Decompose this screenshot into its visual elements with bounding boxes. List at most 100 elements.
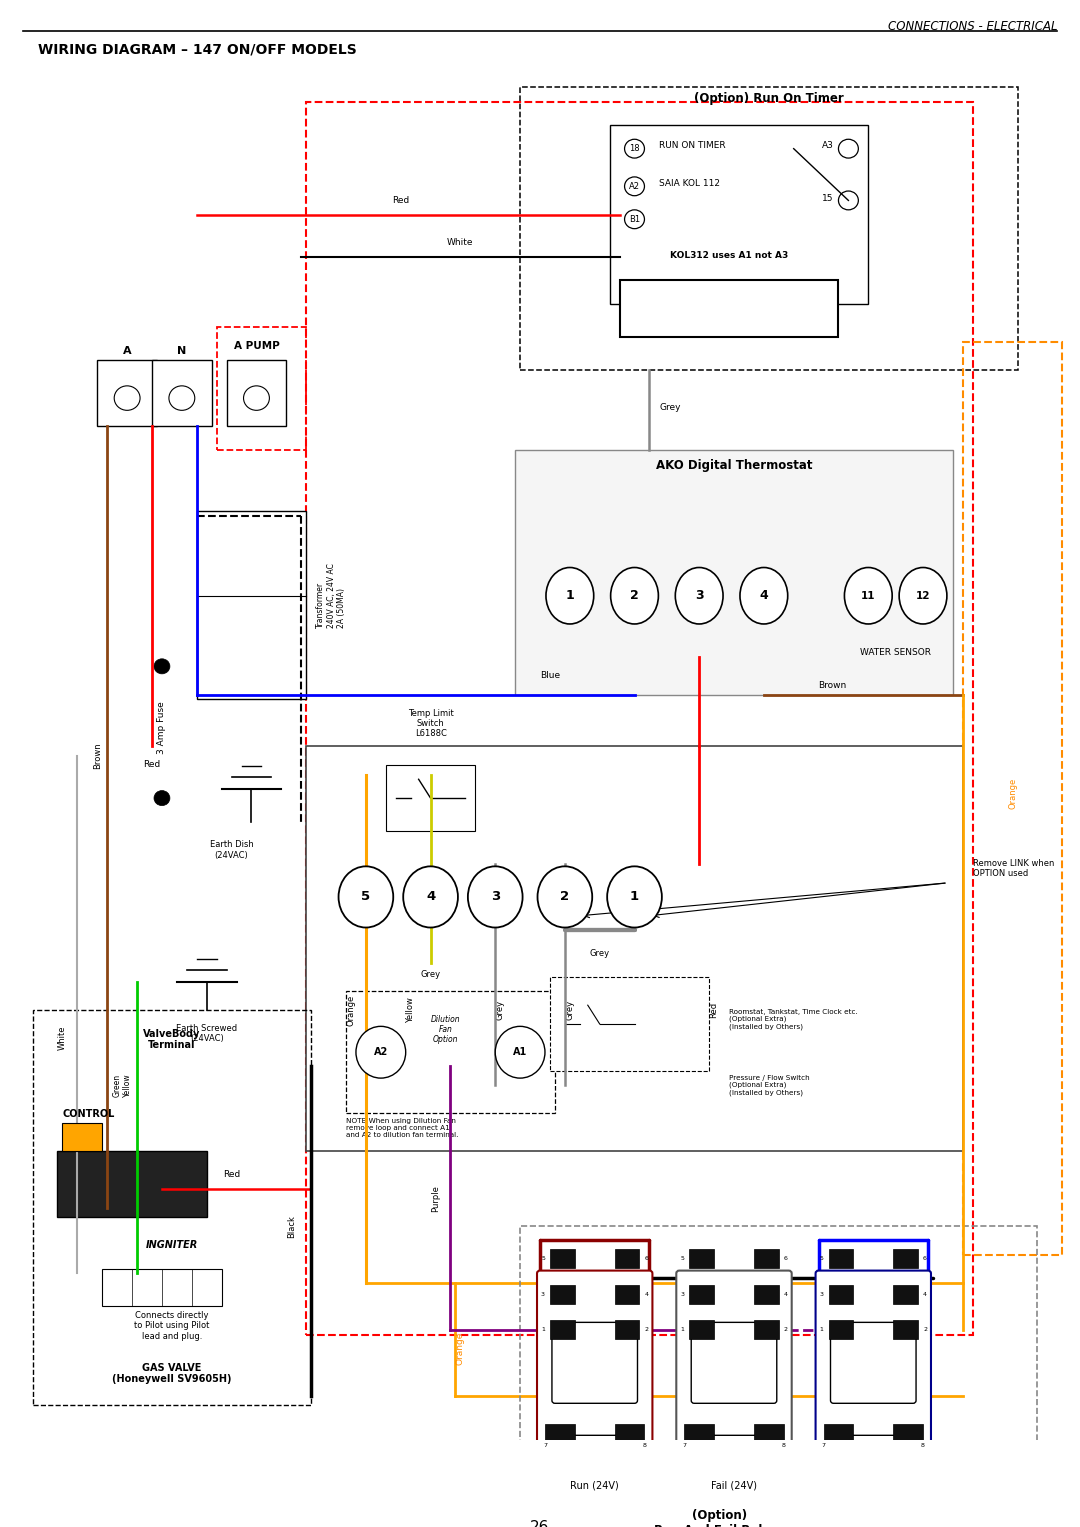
FancyBboxPatch shape xyxy=(63,1122,103,1151)
Text: Earth Screwed
(24VAC): Earth Screwed (24VAC) xyxy=(176,1025,238,1043)
Text: 15: 15 xyxy=(822,194,834,203)
Text: AKO Digital Thermostat: AKO Digital Thermostat xyxy=(656,460,812,472)
Text: Earth Dish
(24VAC): Earth Dish (24VAC) xyxy=(210,840,254,860)
Circle shape xyxy=(168,386,194,411)
Text: 7: 7 xyxy=(543,1443,546,1448)
FancyBboxPatch shape xyxy=(615,1249,639,1267)
Text: Purple: Purple xyxy=(431,1185,440,1211)
FancyBboxPatch shape xyxy=(893,1321,918,1339)
Text: Orange: Orange xyxy=(683,1377,716,1387)
Text: Orange: Orange xyxy=(456,1332,464,1365)
Text: 1: 1 xyxy=(680,1327,685,1333)
Ellipse shape xyxy=(675,568,723,625)
Text: CONTROL: CONTROL xyxy=(63,1109,114,1119)
FancyBboxPatch shape xyxy=(550,977,710,1070)
FancyBboxPatch shape xyxy=(689,1321,714,1339)
FancyBboxPatch shape xyxy=(689,1249,714,1267)
Ellipse shape xyxy=(403,866,458,927)
Text: 5: 5 xyxy=(680,1255,685,1261)
Circle shape xyxy=(114,386,140,411)
Circle shape xyxy=(154,658,170,673)
FancyBboxPatch shape xyxy=(545,1425,575,1448)
Ellipse shape xyxy=(900,568,947,625)
Text: 7: 7 xyxy=(822,1443,825,1448)
Text: Yellow: Yellow xyxy=(406,997,415,1023)
Text: 2: 2 xyxy=(561,890,569,904)
Text: KOL312 uses A1 not A3: KOL312 uses A1 not A3 xyxy=(670,250,788,260)
Circle shape xyxy=(838,191,859,209)
FancyBboxPatch shape xyxy=(550,1284,575,1304)
FancyBboxPatch shape xyxy=(685,1425,714,1448)
Circle shape xyxy=(624,177,645,195)
FancyBboxPatch shape xyxy=(609,125,868,304)
Text: 3 Amp Fuse: 3 Amp Fuse xyxy=(158,701,166,754)
Circle shape xyxy=(624,209,645,229)
Text: NOTE:When using Dilution Fan
remove loop and connect A1
and A2 to dilution fan t: NOTE:When using Dilution Fan remove loop… xyxy=(346,1118,458,1138)
Text: Grey: Grey xyxy=(565,1000,575,1020)
FancyBboxPatch shape xyxy=(754,1284,779,1304)
Text: 1: 1 xyxy=(566,589,575,602)
Text: Purple: Purple xyxy=(566,1312,594,1321)
Text: A PUMP: A PUMP xyxy=(233,342,280,351)
Text: Dilution
Fan
Option: Dilution Fan Option xyxy=(431,1014,460,1044)
FancyBboxPatch shape xyxy=(691,1435,777,1498)
FancyBboxPatch shape xyxy=(197,512,307,699)
Text: RUN ON TIMER: RUN ON TIMER xyxy=(660,142,726,150)
FancyBboxPatch shape xyxy=(307,747,962,1151)
Text: Black: Black xyxy=(287,1215,296,1238)
Text: 12: 12 xyxy=(916,591,930,600)
Text: Orange: Orange xyxy=(1008,777,1017,809)
Text: Green
Yellow: Green Yellow xyxy=(112,1073,132,1096)
FancyBboxPatch shape xyxy=(828,1321,853,1339)
FancyBboxPatch shape xyxy=(103,1269,221,1307)
Text: 6: 6 xyxy=(784,1255,787,1261)
Text: WIRING DIAGRAM – 147 ON/OFF MODELS: WIRING DIAGRAM – 147 ON/OFF MODELS xyxy=(38,43,356,56)
Text: 6: 6 xyxy=(645,1255,648,1261)
Text: 1: 1 xyxy=(541,1327,545,1333)
Ellipse shape xyxy=(607,866,662,927)
Text: A2: A2 xyxy=(629,182,640,191)
Text: 8: 8 xyxy=(921,1443,924,1448)
FancyBboxPatch shape xyxy=(620,281,838,337)
FancyBboxPatch shape xyxy=(615,1321,639,1339)
FancyBboxPatch shape xyxy=(754,1249,779,1267)
FancyBboxPatch shape xyxy=(227,360,286,426)
Text: Temp Limit
Switch
L6188C: Temp Limit Switch L6188C xyxy=(407,709,454,739)
Text: (Option)
Run And Fail Relays: (Option) Run And Fail Relays xyxy=(653,1509,784,1527)
Text: B1: B1 xyxy=(629,215,640,224)
Text: Brown: Brown xyxy=(93,742,102,770)
FancyBboxPatch shape xyxy=(831,1322,916,1403)
Text: ValveBody
Terminal: ValveBody Terminal xyxy=(144,1029,201,1051)
FancyBboxPatch shape xyxy=(57,1151,206,1217)
Text: 2: 2 xyxy=(630,589,639,602)
Text: 4: 4 xyxy=(784,1292,787,1296)
Text: Grey: Grey xyxy=(590,948,610,957)
FancyBboxPatch shape xyxy=(893,1425,923,1448)
Circle shape xyxy=(243,386,269,411)
Text: 8: 8 xyxy=(782,1443,785,1448)
Text: Remove LINK when
OPTION used: Remove LINK when OPTION used xyxy=(973,860,1054,878)
Text: Grey: Grey xyxy=(420,970,441,979)
Ellipse shape xyxy=(610,568,659,625)
Text: 3: 3 xyxy=(541,1292,545,1296)
Text: GAS VALVE
(Honeywell SV9605H): GAS VALVE (Honeywell SV9605H) xyxy=(112,1362,231,1385)
Text: 2: 2 xyxy=(923,1327,927,1333)
Text: 26: 26 xyxy=(530,1519,550,1527)
Circle shape xyxy=(838,139,859,159)
FancyBboxPatch shape xyxy=(550,1321,575,1339)
Text: 5: 5 xyxy=(362,890,370,904)
Text: Blue: Blue xyxy=(540,672,561,681)
FancyBboxPatch shape xyxy=(615,1425,645,1448)
FancyBboxPatch shape xyxy=(552,1322,637,1403)
Text: 1: 1 xyxy=(630,890,639,904)
FancyBboxPatch shape xyxy=(815,1270,931,1455)
Ellipse shape xyxy=(356,1026,406,1078)
Ellipse shape xyxy=(468,866,523,927)
Text: INGNITER: INGNITER xyxy=(146,1240,198,1251)
Ellipse shape xyxy=(845,568,892,625)
Text: White: White xyxy=(447,238,474,247)
FancyBboxPatch shape xyxy=(615,1284,639,1304)
Text: 4: 4 xyxy=(923,1292,927,1296)
FancyBboxPatch shape xyxy=(691,1322,777,1403)
Text: A3: A3 xyxy=(822,142,834,150)
